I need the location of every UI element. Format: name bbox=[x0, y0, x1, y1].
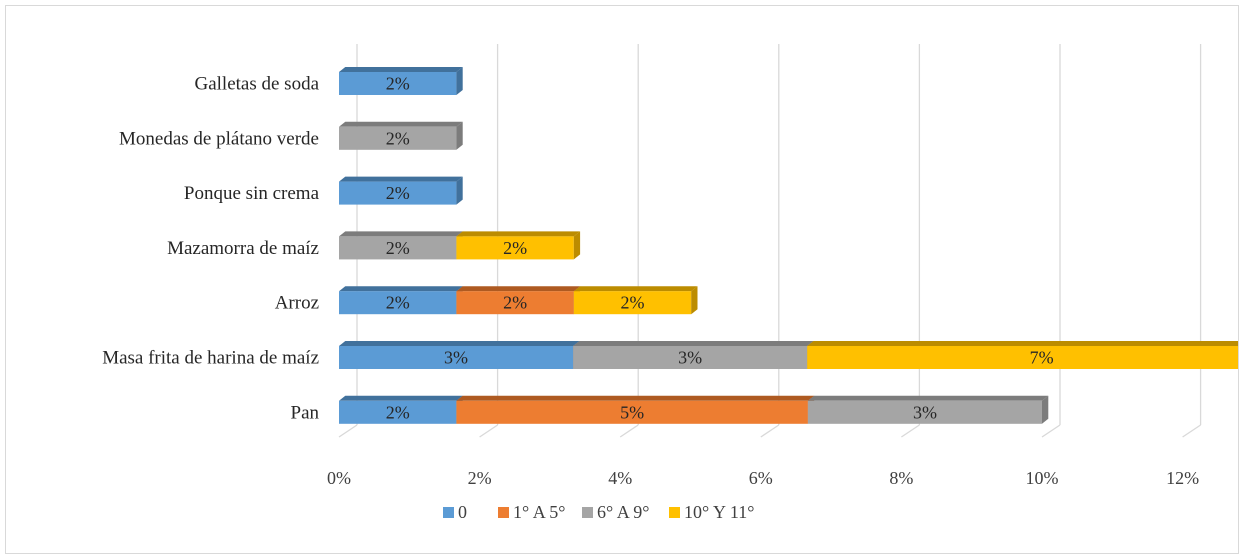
x-tick-label: 2% bbox=[468, 468, 492, 488]
data-label: 2% bbox=[386, 293, 410, 313]
data-label: 2% bbox=[503, 238, 527, 258]
data-label: 3% bbox=[444, 348, 468, 368]
bar-segment-top bbox=[339, 286, 463, 292]
category-label: Mazamorra de maíz bbox=[167, 238, 319, 259]
category-label: Masa frita de harina de maíz bbox=[102, 348, 319, 369]
legend-label: 6° A 9° bbox=[597, 502, 649, 522]
bar-segment bbox=[339, 181, 457, 205]
legend-label: 1° A 5° bbox=[513, 502, 565, 522]
bar-segment-side bbox=[456, 121, 463, 150]
x-tick-label: 12% bbox=[1166, 468, 1199, 488]
bar-segment-top bbox=[456, 395, 815, 401]
bar-segment-top bbox=[339, 176, 463, 182]
x-tick-label: 0% bbox=[327, 468, 351, 488]
bar-segment-top bbox=[573, 286, 698, 292]
data-label: 2% bbox=[386, 74, 410, 94]
bar-segment bbox=[339, 126, 457, 150]
bar-segment-top bbox=[339, 341, 580, 346]
bar-segment-side bbox=[691, 286, 698, 315]
category-label: Galletas de soda bbox=[194, 74, 319, 95]
bar-segment-top bbox=[339, 121, 463, 127]
bar-segment-top bbox=[456, 231, 581, 237]
bar-segment-side bbox=[1042, 395, 1049, 424]
bar-segment bbox=[339, 72, 457, 95]
data-label: 2% bbox=[386, 402, 410, 422]
bar-segment bbox=[456, 291, 574, 315]
x-tick-label: 6% bbox=[749, 468, 773, 488]
bar-segment bbox=[573, 291, 692, 315]
legend-label: 10° Y 11° bbox=[684, 502, 754, 522]
bar-segment-top bbox=[339, 231, 463, 237]
gridline-floor bbox=[760, 424, 780, 438]
category-label: Pan bbox=[291, 402, 320, 423]
legend-swatch bbox=[669, 507, 680, 518]
bar-segment-top bbox=[456, 286, 581, 292]
bar-segment-side bbox=[456, 176, 463, 205]
bar-segment bbox=[807, 346, 1246, 369]
bar-segment bbox=[807, 400, 1042, 424]
bar-segment-side bbox=[456, 67, 463, 95]
data-label: 2% bbox=[386, 183, 410, 203]
legend-swatch bbox=[498, 507, 509, 518]
gridline-floor bbox=[901, 424, 920, 438]
stacked-bar-chart: 0%2%4%6%8%10%12%14%Galletas de soda2%Mon… bbox=[102, 44, 1246, 522]
gridline-floor bbox=[619, 424, 639, 438]
data-label: 7% bbox=[1030, 348, 1054, 368]
data-label: 2% bbox=[621, 293, 645, 313]
data-label: 3% bbox=[913, 402, 937, 422]
gridline-floor bbox=[479, 424, 498, 438]
bar-segment-top bbox=[807, 341, 1246, 346]
data-label: 3% bbox=[678, 348, 702, 368]
bar-segment bbox=[456, 236, 574, 260]
category-label: Arroz bbox=[275, 293, 319, 314]
gridline-floor bbox=[1182, 424, 1201, 438]
bar-segment bbox=[339, 400, 457, 424]
bar-segment bbox=[339, 291, 457, 315]
bar-segment-top bbox=[339, 67, 463, 72]
x-tick-label: 8% bbox=[889, 468, 913, 488]
chart-frame: 0%2%4%6%8%10%12%14%Galletas de soda2%Mon… bbox=[5, 5, 1246, 554]
bar-segment-top bbox=[807, 395, 1049, 401]
gridline-floor bbox=[338, 424, 358, 438]
legend-label: 0 bbox=[458, 502, 467, 522]
bar-segment-side bbox=[573, 231, 581, 260]
legend-swatch bbox=[443, 507, 454, 518]
bar-segment bbox=[456, 400, 808, 424]
legend-swatch bbox=[582, 507, 593, 518]
data-label: 2% bbox=[386, 238, 410, 258]
gridline-floor bbox=[1041, 424, 1061, 438]
bar-segment-top bbox=[573, 341, 814, 346]
x-tick-label: 10% bbox=[1026, 468, 1059, 488]
category-label: Ponque sin crema bbox=[184, 183, 320, 204]
data-label: 2% bbox=[503, 293, 527, 313]
bar-segment bbox=[339, 346, 574, 369]
bar-segment bbox=[339, 236, 457, 260]
bar-segment bbox=[573, 346, 808, 369]
data-label: 5% bbox=[620, 402, 644, 422]
data-label: 2% bbox=[386, 128, 410, 148]
bar-segment-top bbox=[339, 395, 463, 401]
x-tick-label: 4% bbox=[608, 468, 632, 488]
category-label: Monedas de plátano verde bbox=[119, 128, 319, 149]
